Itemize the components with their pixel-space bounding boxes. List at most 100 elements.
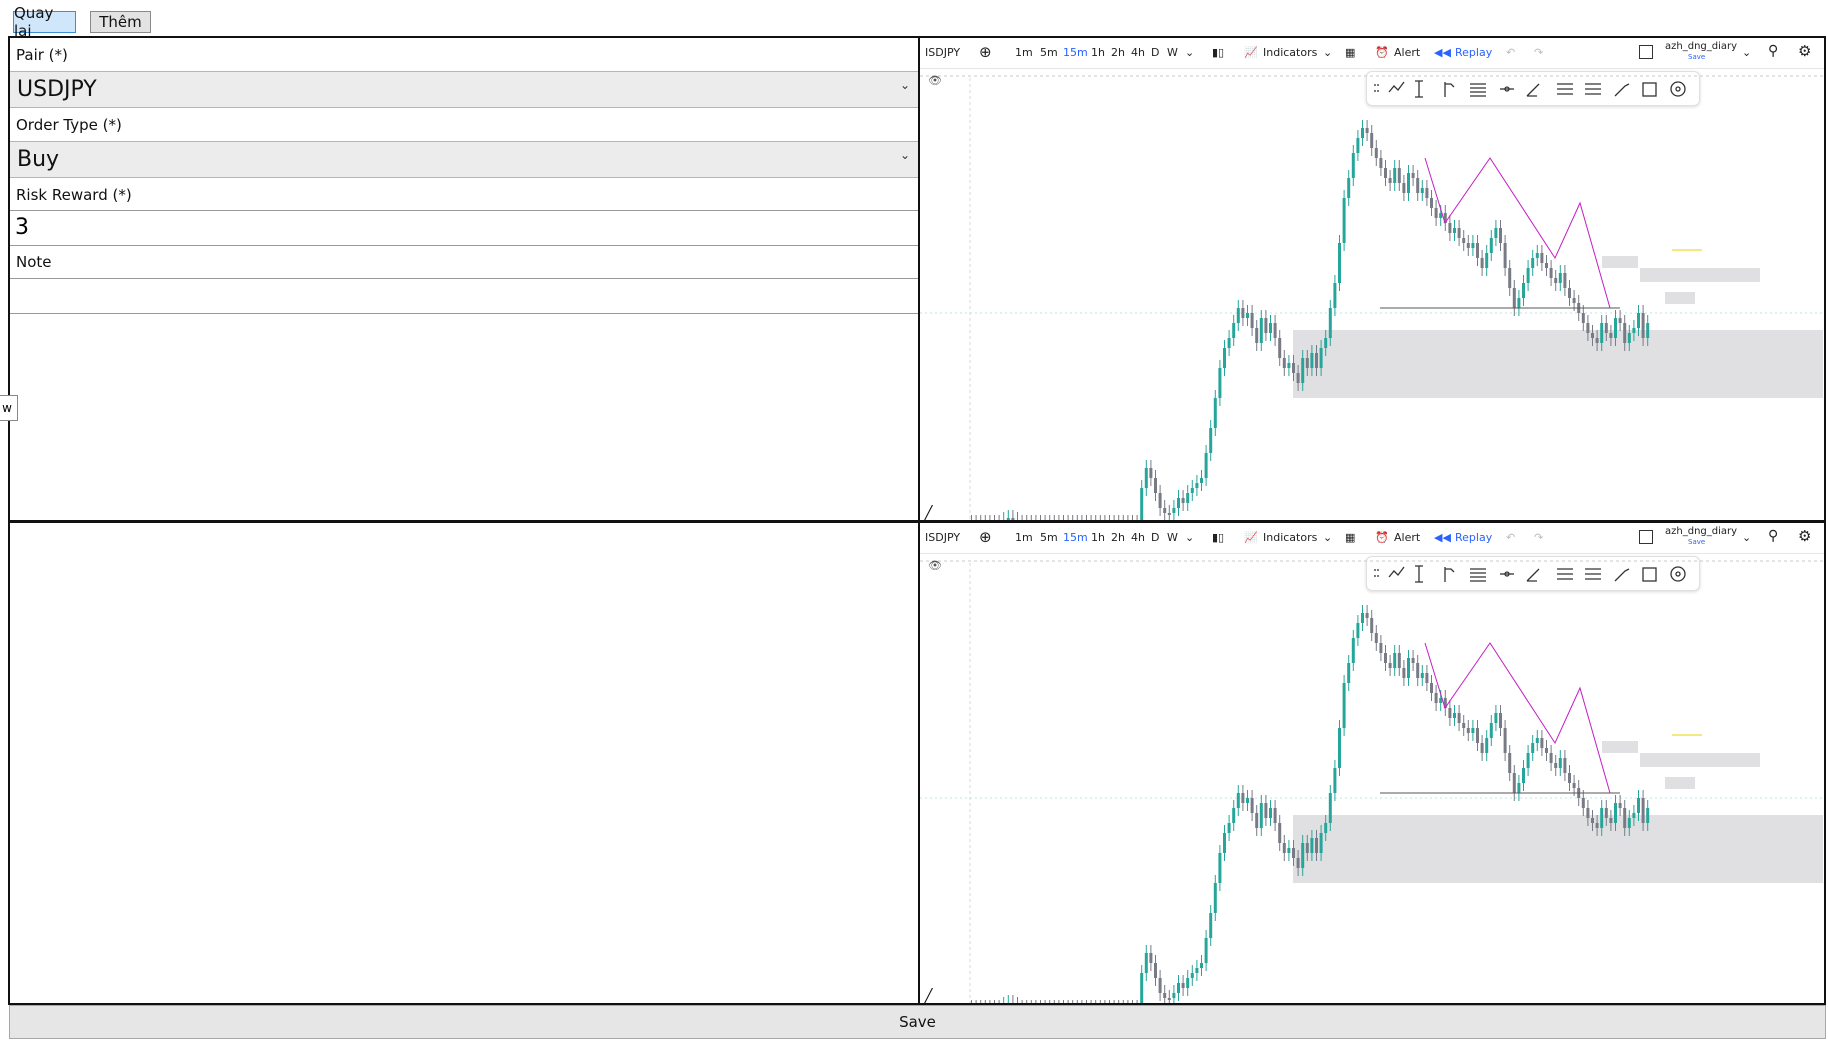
tf-4h[interactable]: 4h — [1131, 46, 1145, 59]
candle-body — [1535, 253, 1539, 258]
candle-body — [1246, 313, 1249, 318]
tf-4h[interactable]: 4h — [1131, 531, 1145, 544]
chevron-down-icon[interactable]: ⌄ — [1323, 46, 1333, 59]
candlestick-chart[interactable]: 👁╱ — [920, 553, 1824, 1005]
indicators-button[interactable]: Indicators — [1263, 531, 1318, 544]
layouts-icon[interactable]: ▦ — [1345, 46, 1356, 59]
candle-body — [1632, 813, 1636, 818]
tooltip-fragment: w — [0, 395, 18, 421]
candle-body — [1273, 323, 1277, 338]
candle-body — [1356, 138, 1360, 153]
demand-zone — [1293, 330, 1823, 398]
indicators-button[interactable]: Indicators — [1263, 46, 1318, 59]
redo-icon[interactable]: ↷ — [1534, 531, 1544, 544]
candle-body — [1264, 318, 1268, 333]
candle-body — [1006, 518, 1010, 520]
layout-name[interactable]: azh_dng_diary — [1665, 41, 1738, 52]
undo-icon[interactable]: ↶ — [1506, 531, 1516, 544]
chevron-down-icon[interactable]: ⌄ — [1742, 46, 1752, 59]
chart-panel-bottom[interactable]: ISDJPY ⊕ 1m 5m 15m 1h 2h 4h D W ⌄ ▮▯ 📈 I… — [918, 521, 1826, 1005]
candle-body — [1402, 183, 1406, 193]
demand-zone — [1293, 815, 1823, 883]
candle-body — [1503, 728, 1507, 753]
candle-body — [1195, 483, 1199, 488]
tf-15m[interactable]: 15m — [1063, 46, 1088, 59]
drawing-tool-icons[interactable] — [1367, 557, 1699, 590]
replay-icon[interactable]: ◀◀ — [1434, 531, 1451, 544]
settings-icon[interactable]: ⚙ — [1798, 42, 1812, 60]
alert-button[interactable]: Alert — [1394, 46, 1421, 59]
indicators-icon[interactable]: 📈 — [1244, 531, 1258, 544]
candle-body — [1457, 713, 1461, 723]
add-button[interactable]: Thêm — [90, 11, 151, 33]
candle-body — [1554, 763, 1558, 768]
candle-body — [1522, 283, 1525, 298]
candle-body — [1149, 953, 1153, 963]
replay-button[interactable]: Replay — [1455, 46, 1493, 59]
candle-body — [1609, 333, 1613, 338]
tf-15m[interactable]: 15m — [1063, 531, 1088, 544]
order-type-select[interactable]: Buy ⌄ — [10, 141, 918, 178]
add-symbol-icon[interactable]: ⊕ — [979, 528, 992, 546]
layout-save[interactable]: Save — [1688, 53, 1706, 61]
candle-body — [1269, 323, 1272, 333]
candle-body — [1430, 198, 1433, 208]
symbol-label[interactable]: ISDJPY — [925, 531, 961, 544]
settings-icon[interactable]: ⚙ — [1798, 527, 1812, 545]
candle-body — [1480, 258, 1484, 268]
tf-2h[interactable]: 2h — [1111, 531, 1125, 544]
symbol-label[interactable]: ISDJPY — [925, 46, 961, 59]
chevron-down-icon[interactable]: ⌄ — [1323, 531, 1333, 544]
tf-5m[interactable]: 5m — [1040, 531, 1058, 544]
undo-icon[interactable]: ↶ — [1506, 46, 1516, 59]
tf-d[interactable]: D — [1151, 46, 1160, 59]
alert-icon[interactable]: ⏰ — [1375, 46, 1389, 59]
candle-type-icon[interactable]: ▮▯ — [1212, 531, 1225, 544]
chevron-down-icon[interactable]: ⌄ — [1742, 531, 1752, 544]
tf-w[interactable]: W — [1167, 46, 1178, 59]
candle-body — [1292, 848, 1295, 858]
tf-5m[interactable]: 5m — [1040, 46, 1058, 59]
indicators-icon[interactable]: 📈 — [1244, 46, 1258, 59]
candle-body — [1370, 133, 1374, 148]
replay-icon[interactable]: ◀◀ — [1434, 46, 1451, 59]
candle-body — [1181, 498, 1185, 503]
tf-1m[interactable]: 1m — [1015, 531, 1033, 544]
candlestick-chart[interactable]: 👁╱ — [920, 68, 1824, 522]
note-input[interactable] — [10, 279, 918, 313]
checkbox-icon[interactable] — [1639, 45, 1653, 59]
chevron-down-icon[interactable]: ⌄ — [1185, 531, 1195, 544]
tf-1m[interactable]: 1m — [1015, 46, 1033, 59]
chart-panel-top[interactable]: ISDJPY ⊕ 1m 5m 15m 1h 2h 4h D W ⌄ ▮▯ 📈 I… — [918, 36, 1826, 522]
candle-body — [1186, 978, 1190, 988]
zoom-icon[interactable]: ⚲ — [1768, 43, 1779, 59]
save-button[interactable]: Save — [9, 1005, 1826, 1039]
checkbox-icon[interactable] — [1639, 530, 1653, 544]
layouts-icon[interactable]: ▦ — [1345, 531, 1356, 544]
alert-button[interactable]: Alert — [1394, 531, 1421, 544]
tf-1h[interactable]: 1h — [1091, 46, 1105, 59]
candle-body — [1213, 883, 1217, 913]
tf-1h[interactable]: 1h — [1091, 531, 1105, 544]
candle-body — [1448, 708, 1452, 718]
add-symbol-icon[interactable]: ⊕ — [979, 43, 992, 61]
zoom-icon[interactable]: ⚲ — [1768, 528, 1779, 544]
candle-type-icon[interactable]: ▮▯ — [1212, 46, 1225, 59]
back-button[interactable]: Quay lại — [13, 4, 76, 40]
tf-w[interactable]: W — [1167, 531, 1178, 544]
supply-zone — [1640, 753, 1760, 767]
tf-2h[interactable]: 2h — [1111, 46, 1125, 59]
redo-icon[interactable]: ↷ — [1534, 46, 1544, 59]
replay-button[interactable]: Replay — [1455, 531, 1493, 544]
candle-body — [1407, 173, 1410, 193]
risk-reward-input[interactable]: 3 — [10, 211, 918, 245]
chevron-down-icon[interactable]: ⌄ — [1185, 46, 1195, 59]
tf-d[interactable]: D — [1151, 531, 1160, 544]
pair-select[interactable]: USDJPY ⌄ — [10, 71, 918, 108]
layout-name[interactable]: azh_dng_diary — [1665, 526, 1738, 537]
drawing-tool-icons[interactable] — [1367, 72, 1699, 105]
alert-icon[interactable]: ⏰ — [1375, 531, 1389, 544]
candle-body — [1232, 808, 1236, 823]
candle-body — [1213, 398, 1217, 428]
layout-save[interactable]: Save — [1688, 538, 1706, 546]
